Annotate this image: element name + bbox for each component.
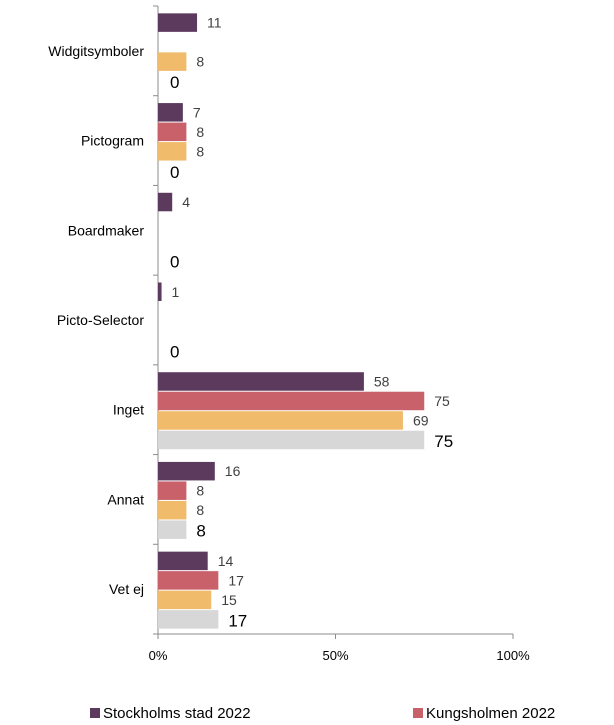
x-tick-label: 0% — [149, 648, 168, 663]
data-label: 8 — [196, 483, 204, 499]
data-label: 75 — [434, 393, 450, 409]
data-label: 14 — [218, 553, 234, 569]
bar — [158, 551, 208, 571]
bar — [158, 13, 198, 32]
bar — [158, 122, 187, 142]
bar — [158, 610, 219, 629]
bars — [158, 13, 425, 629]
bar — [158, 500, 187, 520]
bar — [158, 372, 364, 391]
bar — [158, 411, 403, 430]
data-label: 69 — [413, 412, 429, 428]
data-label: 8 — [196, 54, 204, 70]
bar — [158, 430, 425, 450]
x-tick-label: 50% — [322, 648, 348, 663]
data-label: 1 — [172, 284, 180, 300]
bar — [158, 590, 212, 610]
x-tick-labels: 0% 50% 100% — [149, 648, 530, 663]
bar — [158, 520, 187, 539]
data-label: 17 — [228, 572, 244, 588]
bar — [158, 391, 425, 411]
legend-label: Kungsholmen 2022 — [426, 705, 555, 722]
category-label: Widgitsymboler — [48, 43, 144, 59]
data-label: 11 — [207, 15, 222, 31]
data-label: 0 — [170, 73, 179, 92]
data-label: 0 — [170, 342, 179, 361]
bar — [158, 481, 187, 500]
legend-swatch — [90, 708, 100, 718]
category-label: Picto-Selector — [57, 312, 144, 328]
bar — [158, 192, 173, 212]
legend: Stockholms stad 2022 Kungsholmen 2022 — [90, 705, 555, 722]
data-label: 4 — [182, 194, 190, 210]
category-label: Vet ej — [109, 581, 144, 597]
data-label: 7 — [193, 104, 201, 120]
axes — [153, 5, 514, 639]
category-label: Pictogram — [81, 133, 144, 149]
category-labels: Widgitsymboler Pictogram Boardmaker Picto-S… — [48, 43, 144, 597]
data-label: 17 — [228, 611, 247, 630]
data-label: 8 — [196, 522, 205, 541]
data-label: 0 — [170, 163, 179, 182]
category-label: Boardmaker — [68, 222, 145, 238]
bar — [158, 282, 162, 301]
bar — [158, 103, 183, 122]
data-label: 8 — [196, 124, 204, 140]
data-label: 8 — [196, 143, 204, 159]
bar — [158, 461, 215, 481]
data-label: 15 — [221, 592, 237, 608]
x-tick-label: 100% — [496, 648, 530, 663]
bar — [158, 52, 187, 71]
data-label: 0 — [170, 253, 179, 272]
data-label: 75 — [434, 432, 453, 451]
bar — [158, 142, 187, 161]
data-label: 8 — [196, 502, 204, 518]
legend-swatch — [413, 708, 423, 718]
data-label: 58 — [374, 373, 390, 389]
category-label: Annat — [107, 491, 144, 507]
category-label: Inget — [113, 402, 144, 418]
bar — [158, 571, 219, 590]
legend-label: Stockholms stad 2022 — [103, 705, 251, 722]
data-label: 16 — [225, 463, 241, 479]
